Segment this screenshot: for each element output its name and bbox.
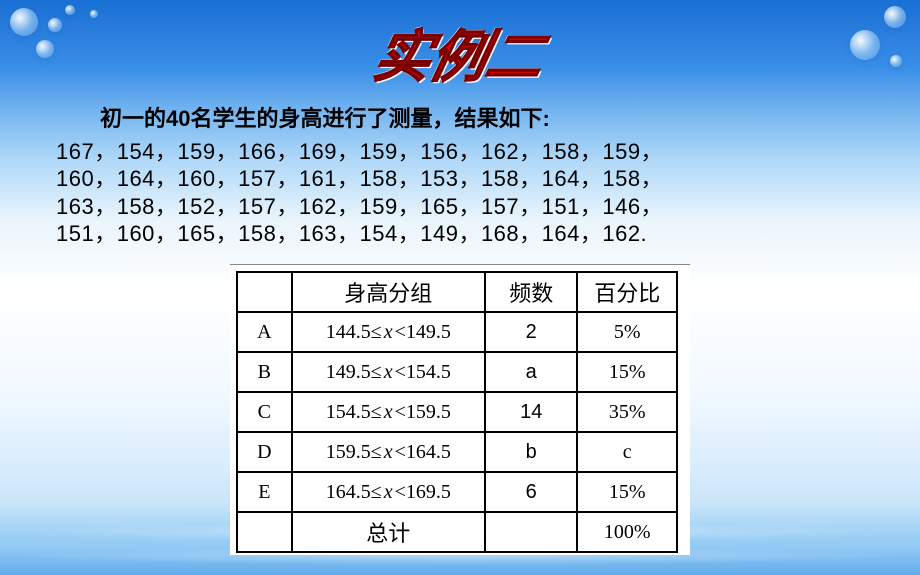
frequency-table: 身高分组 频数 百分比 A144.5≤x<149.525%B149.5≤x<15… [236,271,678,553]
cell-id: B [237,352,292,392]
table-header-row: 身高分组 频数 百分比 [237,272,677,312]
cell-pct: 15% [577,352,677,392]
cell-freq: 2 [485,312,578,352]
bubble-decoration [890,55,902,67]
cell-freq: 14 [485,392,578,432]
bubble-decoration [65,5,75,15]
numbers-block: 167，154，159，166，169，159，156，162，158，159，… [56,138,864,248]
numbers-row: 151，160，165，158，163，154，149，168，164，162. [56,220,864,248]
cell-id-total [237,512,292,552]
bubble-decoration [48,18,62,32]
cell-pct: 5% [577,312,677,352]
bubble-decoration [850,30,880,60]
cell-range: 164.5≤x<169.5 [292,472,485,512]
table-row: E164.5≤x<169.5615% [237,472,677,512]
cell-freq: a [485,352,578,392]
bubble-decoration [36,40,54,58]
cell-id: C [237,392,292,432]
content-area: 初一的40名学生的身高进行了测量，结果如下: 167，154，159，166，1… [56,104,864,248]
cell-range: 149.5≤x<154.5 [292,352,485,392]
cell-total-label: 总计 [292,512,485,552]
cell-range: 144.5≤x<149.5 [292,312,485,352]
numbers-row: 160，164，160，157，161，158，153，158，164，158， [56,165,864,193]
cell-id: E [237,472,292,512]
header-freq: 频数 [485,272,578,312]
numbers-row: 167，154，159，166，169，159，156，162，158，159， [56,138,864,166]
bubble-decoration [884,6,906,28]
table-row: A144.5≤x<149.525% [237,312,677,352]
cell-id: A [237,312,292,352]
cell-total-freq [485,512,578,552]
cell-pct: 15% [577,472,677,512]
table-row: C154.5≤x<159.51435% [237,392,677,432]
frequency-table-wrap: 身高分组 频数 百分比 A144.5≤x<149.525%B149.5≤x<15… [230,264,690,555]
cell-pct: 35% [577,392,677,432]
cell-id: D [237,432,292,472]
intro-text: 初一的40名学生的身高进行了测量，结果如下: [56,104,864,134]
cell-freq: b [485,432,578,472]
bubble-decoration [10,8,38,36]
header-pct: 百分比 [577,272,677,312]
header-range: 身高分组 [292,272,485,312]
numbers-row: 163，158，152，157，162，159，165，157，151，146， [56,193,864,221]
cell-range: 154.5≤x<159.5 [292,392,485,432]
header-id [237,272,292,312]
table-total-row: 总计 100% [237,512,677,552]
bubble-decoration [90,10,98,18]
table-row: B149.5≤x<154.5a15% [237,352,677,392]
slide-title: 实例二 [367,12,552,93]
cell-range: 159.5≤x<164.5 [292,432,485,472]
table-row: D159.5≤x<164.5bc [237,432,677,472]
cell-pct: c [577,432,677,472]
cell-freq: 6 [485,472,578,512]
cell-total-pct: 100% [577,512,677,552]
